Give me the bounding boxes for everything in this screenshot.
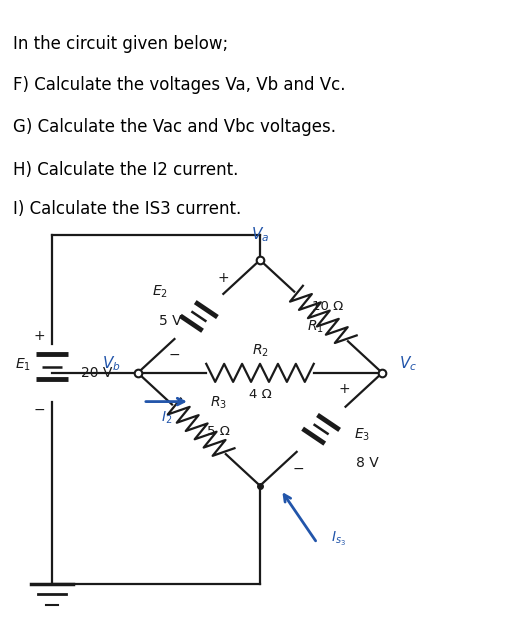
Text: I) Calculate the IS3 current.: I) Calculate the IS3 current. <box>13 201 241 218</box>
Text: 8 V: 8 V <box>356 456 379 470</box>
Text: $R_2$: $R_2$ <box>252 342 268 358</box>
Text: 20 V: 20 V <box>81 366 112 380</box>
Text: $V_a$: $V_a$ <box>251 225 269 244</box>
Text: F) Calculate the voltages Va, Vb and Vc.: F) Calculate the voltages Va, Vb and Vc. <box>13 77 345 94</box>
Text: $E_3$: $E_3$ <box>354 426 370 442</box>
Text: −: − <box>293 462 304 476</box>
Text: 4 Ω: 4 Ω <box>249 387 271 400</box>
Text: $I_2$: $I_2$ <box>161 410 172 426</box>
Text: $R_1$: $R_1$ <box>306 319 323 335</box>
Text: 5 V: 5 V <box>159 314 181 328</box>
Text: 10 Ω: 10 Ω <box>313 300 344 313</box>
Text: +: + <box>33 329 45 343</box>
Text: G) Calculate the Vac and Vbc voltages.: G) Calculate the Vac and Vbc voltages. <box>13 118 336 136</box>
Text: H) Calculate the I2 current.: H) Calculate the I2 current. <box>13 161 238 179</box>
Text: −: − <box>33 403 45 417</box>
Text: In the circuit given below;: In the circuit given below; <box>13 35 228 53</box>
Text: +: + <box>338 383 349 396</box>
Text: +: + <box>218 271 229 285</box>
Text: $V_b$: $V_b$ <box>102 354 121 373</box>
Text: $I_{s_3}$: $I_{s_3}$ <box>331 530 345 548</box>
Text: $E_2$: $E_2$ <box>152 284 167 300</box>
Text: $V_c$: $V_c$ <box>399 354 417 373</box>
Text: 5 Ω: 5 Ω <box>206 424 229 437</box>
Text: $E_1$: $E_1$ <box>16 357 31 373</box>
Text: $R_3$: $R_3$ <box>210 394 227 410</box>
Text: −: − <box>168 348 180 362</box>
